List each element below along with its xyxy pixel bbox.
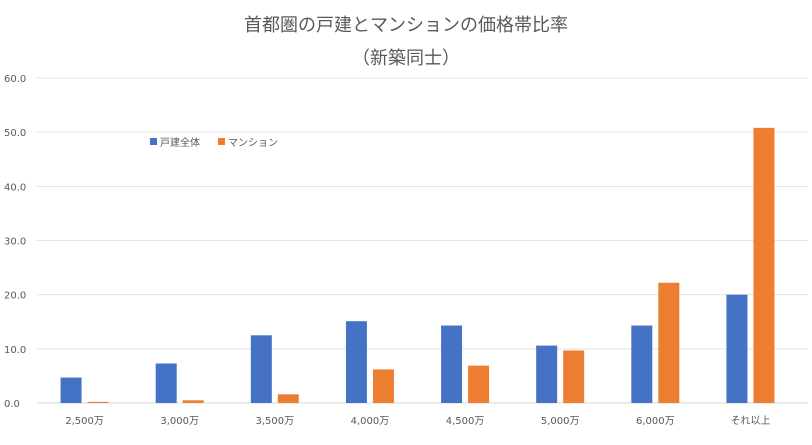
y-tick-label: 60.0	[4, 74, 26, 85]
legend-label: 戸建全体	[160, 136, 200, 149]
bar-mansion	[87, 401, 109, 403]
gridlines	[37, 77, 808, 404]
x-tick-label: 4,000万	[351, 416, 390, 427]
y-tick-label: 20.0	[4, 291, 26, 302]
y-tick-label: 0.0	[4, 399, 20, 410]
bar-mansion	[468, 365, 490, 403]
x-axis-ticks: 2,500万 3,000万 3,500万 4,000万 4,500万 5,000万 6,00…	[65, 415, 770, 427]
x-tick-label: 3,500万	[255, 416, 294, 427]
bar-mansion	[658, 282, 680, 403]
bars	[60, 127, 775, 403]
bar-detached	[726, 294, 748, 403]
bar-detached	[345, 321, 367, 403]
y-tick-label: 50.0	[4, 128, 26, 139]
bar-detached	[250, 335, 272, 403]
chart-subtitle: （新築同士）	[352, 48, 460, 69]
legend-label: マンション	[228, 138, 278, 149]
y-tick-label: 10.0	[4, 345, 26, 356]
x-tick-label: それ以上	[730, 415, 770, 427]
bar-detached	[536, 345, 558, 403]
x-tick-label: 2,500万	[65, 416, 104, 427]
chart-title: 首都圏の戸建とマンションの価格帯比率	[244, 15, 568, 36]
x-tick-label: 6,000万	[636, 416, 675, 427]
legend-swatch	[150, 138, 157, 145]
y-tick-label: 30.0	[4, 237, 26, 248]
x-tick-label: 4,500万	[446, 416, 485, 427]
bar-detached	[631, 325, 653, 403]
bar-mansion	[372, 369, 394, 403]
bar-mansion	[182, 400, 204, 403]
bar-mansion	[753, 127, 775, 403]
bar-mansion	[563, 350, 585, 403]
y-tick-label: 40.0	[4, 182, 26, 193]
bar-detached	[441, 325, 463, 403]
x-tick-label: 5,000万	[541, 416, 580, 427]
x-tick-label: 3,000万	[160, 416, 199, 427]
legend: 戸建全体 マンション	[150, 136, 278, 149]
bar-mansion	[277, 394, 299, 403]
bar-detached	[60, 377, 82, 403]
y-axis-ticks: 0.0 10.0 20.0 30.0 40.0 50.0 60.0	[4, 74, 26, 410]
legend-swatch	[218, 138, 225, 145]
bar-detached	[155, 363, 177, 403]
